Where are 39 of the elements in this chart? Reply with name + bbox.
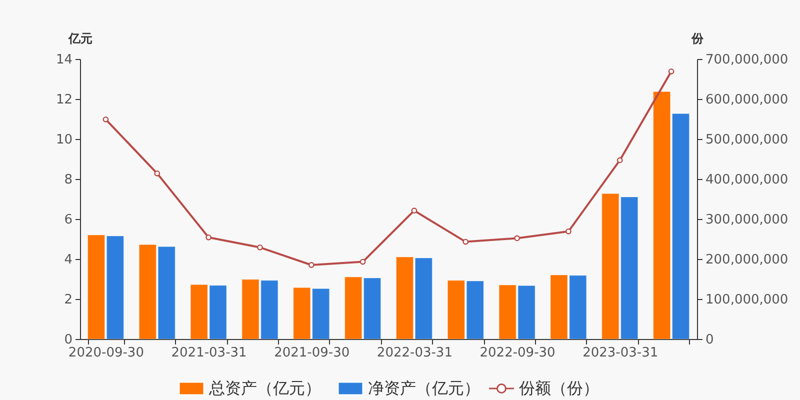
y-tick-label: 2 (64, 292, 72, 308)
x-tick-label: 2022-03-31 (376, 346, 452, 360)
point (668, 68, 674, 74)
y-tick-label: 6 (64, 212, 72, 228)
x-tick-label: 2021-03-31 (171, 346, 247, 360)
legend-label: 总资产（亿元） (208, 378, 321, 398)
point (462, 238, 469, 245)
legend-label: 份额（份） (519, 378, 599, 398)
x-tick-label: 2022-09-30 (480, 346, 556, 360)
x-tick-label: 2020-09-30 (68, 346, 144, 360)
y-tick-label: 12 (56, 92, 72, 108)
y-axis-title: 亿元 (68, 32, 92, 46)
y2-tick-label: 0 (706, 332, 714, 348)
point (566, 228, 572, 234)
y2-tick-label: 300,000,000 (706, 212, 788, 228)
point (102, 116, 109, 122)
x-tick-label: 2023-03-31 (582, 346, 658, 360)
x-tick-label: 2021-09-30 (274, 346, 350, 360)
legend-label: 净资产（亿元） (368, 378, 480, 398)
y2-tick-label: 500,000,000 (706, 132, 788, 148)
point (308, 262, 314, 268)
point (411, 208, 418, 214)
point (154, 170, 160, 176)
y2-tick-label: 700,000,000 (706, 52, 788, 68)
point (616, 157, 623, 164)
point (514, 235, 520, 242)
point (206, 234, 212, 240)
y-tick-label: 14 (56, 52, 72, 68)
y2-tick-label: 100,000,000 (706, 292, 788, 308)
y2-tick-label: 200,000,000 (706, 252, 788, 268)
y-tick-label: 0 (64, 332, 72, 348)
point (360, 258, 366, 265)
y2-axis-title: 份 (690, 32, 704, 46)
y-tick-label: 4 (64, 252, 72, 268)
y2-tick-label: 600,000,000 (706, 92, 788, 108)
y-tick-label: 10 (56, 132, 72, 148)
point (257, 244, 263, 250)
y-tick-label: 8 (64, 172, 72, 188)
y2-tick-label: 400,000,000 (706, 172, 788, 188)
